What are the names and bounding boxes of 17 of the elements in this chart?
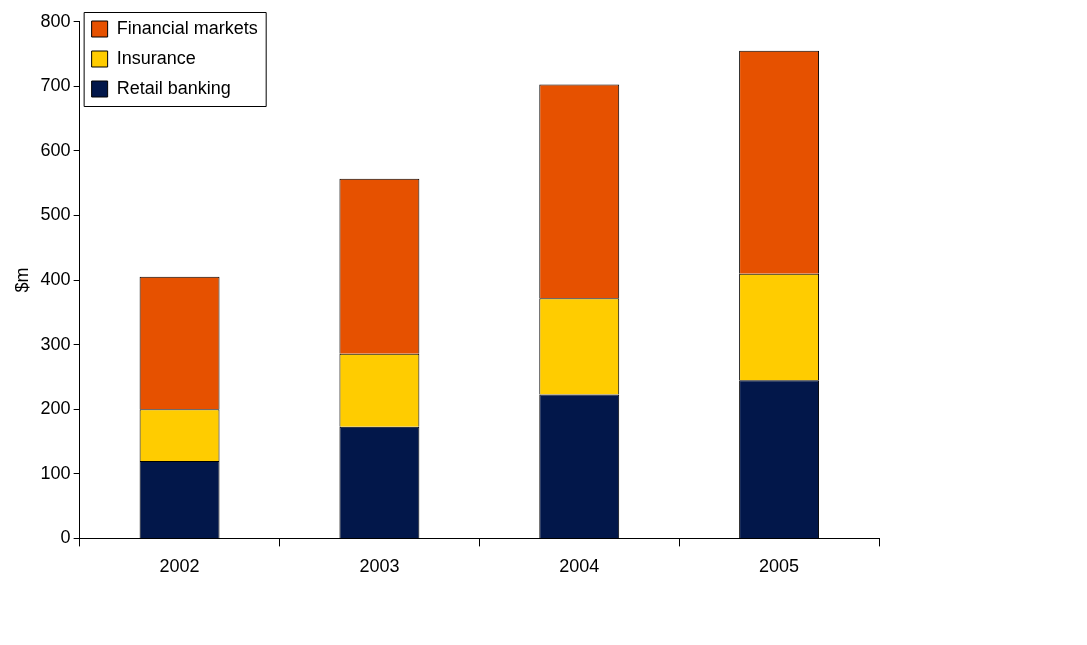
- legend-label: Financial markets: [116, 17, 258, 38]
- x-tick-label: 2005: [759, 556, 800, 577]
- y-tick-label: 400: [40, 269, 71, 290]
- y-tick-label: 500: [40, 204, 71, 225]
- y-tick-label: 700: [40, 75, 71, 96]
- legend-label: Insurance: [116, 47, 196, 68]
- x-tick-label: 2003: [359, 556, 400, 577]
- y-tick-label: 300: [40, 333, 71, 354]
- y-tick-label: 800: [40, 10, 71, 31]
- y-tick-label: 100: [40, 462, 71, 483]
- y-tick-label: 600: [40, 139, 71, 160]
- legend-label: Retail banking: [116, 77, 231, 98]
- y-tick-label: 200: [40, 398, 71, 419]
- y-tick-label: 0: [60, 527, 71, 548]
- y-axis-title: $m: [11, 267, 32, 293]
- x-tick-label: 2004: [559, 556, 600, 577]
- x-tick-label: 2002: [159, 556, 200, 577]
